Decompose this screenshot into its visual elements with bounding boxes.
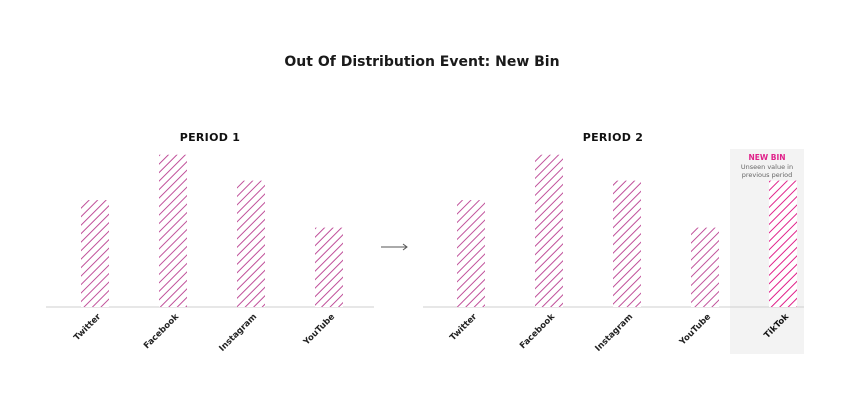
period-1-chart: PERIOD 1 Twitter Facebook Instagram YouTube	[46, 131, 374, 354]
period-2-bar-twitter	[457, 200, 485, 307]
period-1-bar-instagram	[237, 180, 265, 307]
period-2-bar-youtube	[691, 227, 719, 307]
new-bin-label: NEW BIN	[748, 153, 785, 162]
period-2-tick-label-youtube: YouTube	[677, 312, 713, 348]
period-2-bar-facebook	[535, 154, 563, 307]
period-2-tick-label-instagram: Instagram	[593, 312, 635, 354]
new-bin-note-line-2: previous period	[742, 171, 793, 179]
period-1-bar-twitter	[81, 200, 109, 307]
period-2-bar-instagram	[613, 180, 641, 307]
period-2-tick-label-twitter: Twitter	[448, 311, 479, 342]
chart-title: Out Of Distribution Event: New Bin	[284, 54, 559, 70]
period-1-tick-label-twitter: Twitter	[72, 311, 103, 342]
new-bin-note-line-1: Unseen value in	[741, 163, 793, 171]
period-2-tick-label-facebook: Facebook	[518, 312, 557, 351]
arrow-right-icon	[381, 243, 408, 251]
period-2-bar-tiktok	[769, 180, 797, 307]
period-2-title: PERIOD 2	[583, 131, 644, 144]
period-1-title: PERIOD 1	[180, 131, 241, 144]
period-1-tick-label-youtube: YouTube	[301, 312, 337, 348]
period-1-bar-youtube	[315, 227, 343, 307]
period-1-tick-label-facebook: Facebook	[142, 312, 181, 351]
period-1-bar-facebook	[159, 154, 187, 307]
period-2-chart: PERIOD 2 NEW BIN Unseen value in previou…	[423, 131, 804, 354]
period-1-tick-label-instagram: Instagram	[217, 312, 259, 354]
